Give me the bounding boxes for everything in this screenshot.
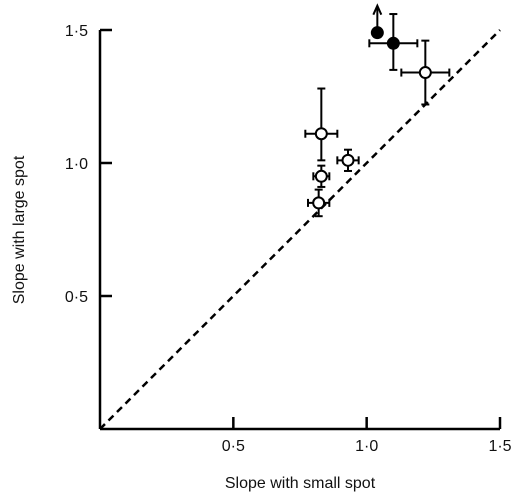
x-axis-title: Slope with small spot xyxy=(225,475,376,492)
x-tick-label-0: 0·5 xyxy=(222,438,245,455)
y-tick-label-1: 1·0 xyxy=(65,156,88,173)
data-point-4 xyxy=(341,153,355,167)
arrow-head-0 xyxy=(372,3,383,16)
x-tick-label-2: 1·5 xyxy=(488,438,511,455)
axes xyxy=(98,30,500,431)
identity-line xyxy=(99,29,501,430)
data-point-1 xyxy=(386,36,400,50)
data-point-2 xyxy=(418,66,432,80)
data-point-0 xyxy=(370,26,384,40)
y-tick-label-0: 0·5 xyxy=(65,289,88,306)
data-point-3 xyxy=(314,127,328,141)
plot-marks xyxy=(99,3,501,430)
y-tick-label-2: 1·5 xyxy=(65,23,88,40)
data-point-6 xyxy=(312,196,326,210)
x-tick-label-1: 1·0 xyxy=(355,438,378,455)
y-axis-title: Slope with large spot xyxy=(11,155,28,304)
tick-group: 0·5 1·0 1·5 0·5 1·0 1·5 xyxy=(65,23,512,455)
data-point-5 xyxy=(314,169,328,183)
